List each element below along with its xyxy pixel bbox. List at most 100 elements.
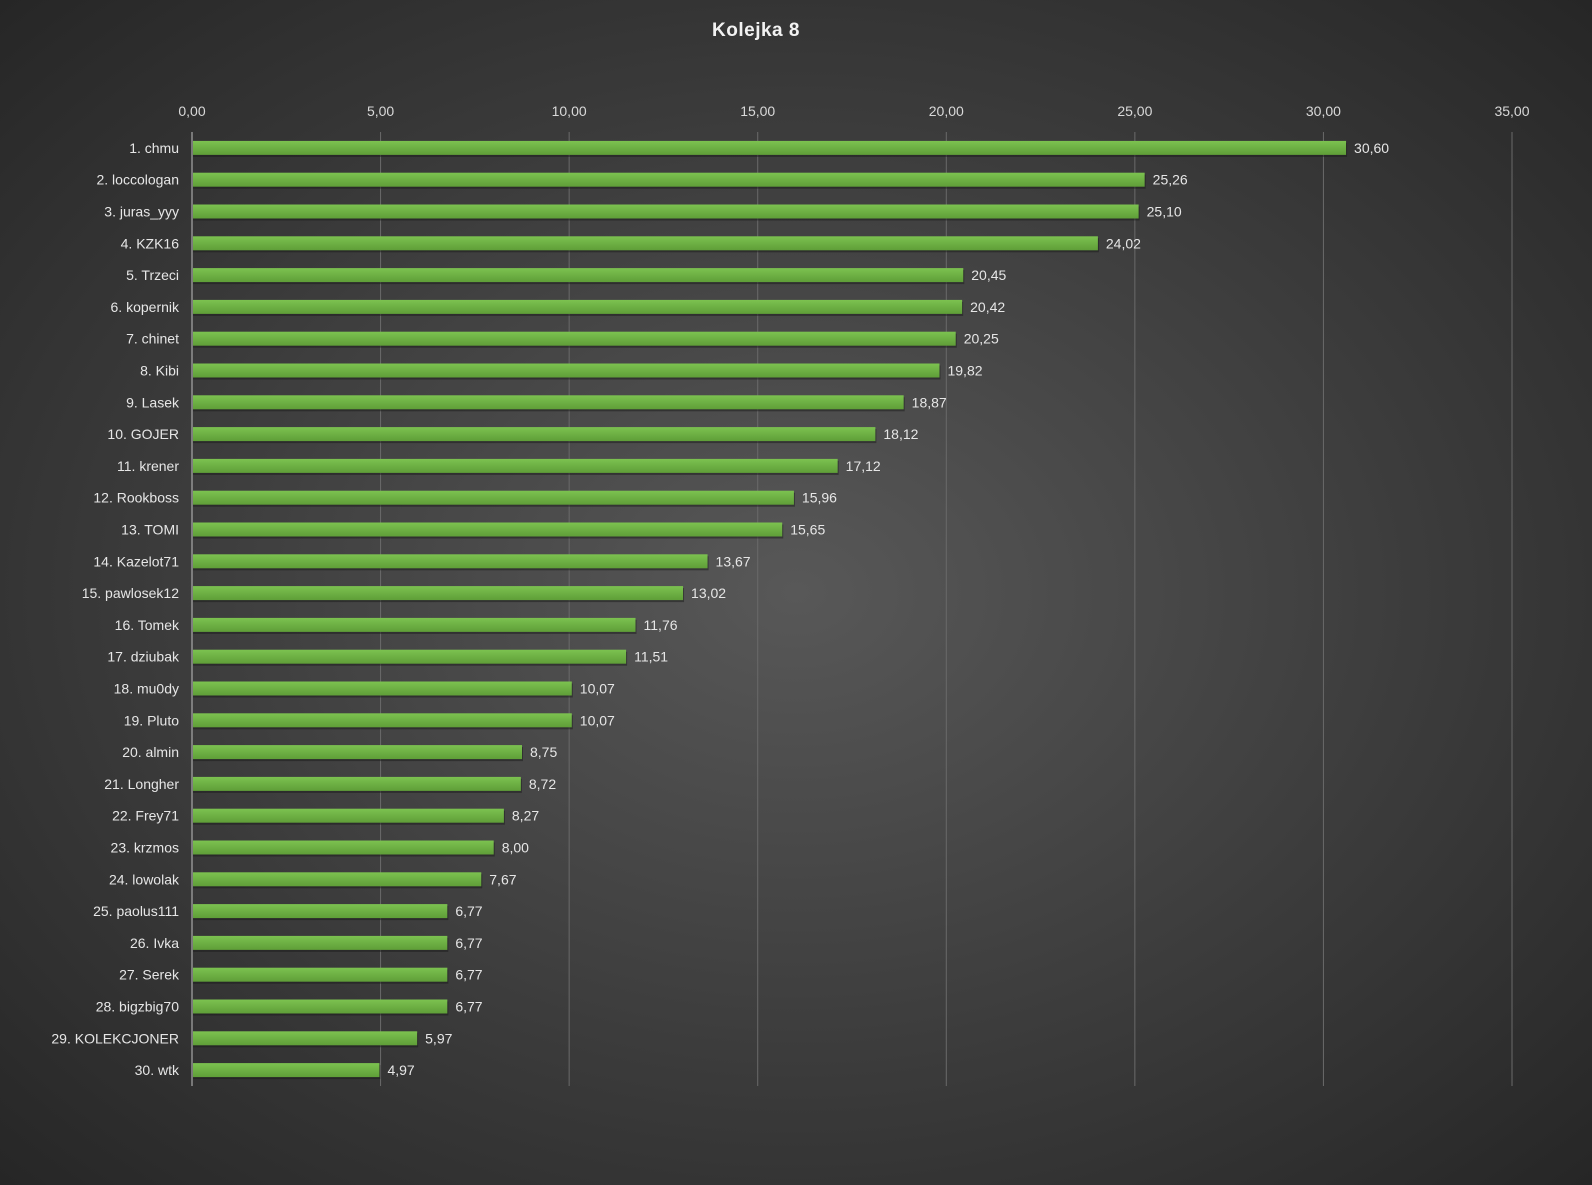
category-label: 22. Frey71 xyxy=(112,808,179,824)
bar xyxy=(193,363,940,378)
category-label: 1. chmu xyxy=(129,140,179,156)
category-label: 26. Ivka xyxy=(130,935,179,951)
bar xyxy=(193,1063,380,1078)
data-label: 20,45 xyxy=(971,267,1006,283)
category-label: 30. wtk xyxy=(135,1062,180,1078)
category-label: 19. Pluto xyxy=(124,712,179,728)
bar xyxy=(193,681,572,696)
x-tick-label: 10,00 xyxy=(552,103,587,119)
bar xyxy=(193,840,494,855)
bar xyxy=(193,872,482,887)
data-label: 8,72 xyxy=(529,776,556,792)
category-label: 12. Rookboss xyxy=(93,490,179,506)
bar xyxy=(193,745,522,760)
data-label: 30,60 xyxy=(1354,140,1389,156)
data-label: 17,12 xyxy=(846,458,881,474)
bar xyxy=(193,395,904,410)
bar xyxy=(193,967,448,982)
x-tick-label: 25,00 xyxy=(1117,103,1152,119)
bar xyxy=(193,172,1145,187)
data-label: 7,67 xyxy=(489,871,516,887)
category-label: 2. loccologan xyxy=(96,172,179,188)
category-label: 23. krzmos xyxy=(111,840,179,856)
data-label: 11,76 xyxy=(644,617,678,633)
data-label: 6,77 xyxy=(455,903,482,919)
category-label: 29. KOLEKCJONER xyxy=(51,1030,179,1046)
data-label: 10,07 xyxy=(580,681,615,697)
x-tick-label: 35,00 xyxy=(1494,103,1529,119)
x-tick-label: 20,00 xyxy=(929,103,964,119)
data-label: 18,12 xyxy=(883,426,918,442)
bar xyxy=(193,204,1139,219)
bar xyxy=(193,490,794,505)
data-label: 8,27 xyxy=(512,808,539,824)
data-label: 6,77 xyxy=(455,967,482,983)
data-label: 4,97 xyxy=(387,1062,414,1078)
bar xyxy=(193,331,956,346)
data-label: 13,02 xyxy=(691,585,726,601)
data-label: 20,42 xyxy=(970,299,1005,315)
category-label: 21. Longher xyxy=(104,776,179,792)
category-label: 4. KZK16 xyxy=(121,235,180,251)
category-label: 18. mu0dy xyxy=(114,681,179,697)
chart-title: Kolejka 8 xyxy=(712,20,800,41)
bar xyxy=(193,904,448,919)
data-label: 6,77 xyxy=(455,999,482,1015)
category-label: 13. TOMI xyxy=(121,522,179,538)
data-label: 15,96 xyxy=(802,490,837,506)
data-label: 13,67 xyxy=(716,553,751,569)
category-label: 10. GOJER xyxy=(107,426,179,442)
category-label: 5. Trzeci xyxy=(126,267,179,283)
data-label: 25,26 xyxy=(1153,172,1188,188)
bar xyxy=(193,458,838,473)
data-label: 18,87 xyxy=(912,394,947,410)
bar xyxy=(193,586,684,601)
category-label: 8. Kibi xyxy=(140,363,179,379)
category-label: 17. dziubak xyxy=(107,649,180,665)
x-tick-label: 15,00 xyxy=(740,103,775,119)
bar xyxy=(193,299,963,314)
category-label: 7. chinet xyxy=(126,331,179,347)
bar xyxy=(193,1031,418,1046)
bar xyxy=(193,935,448,950)
bar xyxy=(193,140,1347,155)
category-label: 20. almin xyxy=(122,744,179,760)
bar xyxy=(193,999,448,1014)
category-label: 11. krener xyxy=(117,458,179,474)
x-tick-label: 30,00 xyxy=(1306,103,1341,119)
data-label: 19,82 xyxy=(947,363,982,379)
bar xyxy=(193,268,964,283)
category-label: 14. Kazelot71 xyxy=(93,553,179,569)
bar xyxy=(193,713,572,728)
data-label: 24,02 xyxy=(1106,235,1141,251)
bar xyxy=(193,649,627,664)
bar xyxy=(193,427,876,442)
category-label: 27. Serek xyxy=(119,967,180,983)
bar xyxy=(193,808,504,823)
category-label: 15. pawlosek12 xyxy=(82,585,180,601)
category-label: 3. juras_yyy xyxy=(104,204,179,220)
x-tick-label: 5,00 xyxy=(367,103,394,119)
bar xyxy=(193,522,783,537)
category-label: 9. Lasek xyxy=(126,394,180,410)
data-label: 8,00 xyxy=(502,840,529,856)
data-label: 6,77 xyxy=(455,935,482,951)
x-tick-label: 0,00 xyxy=(178,103,205,119)
data-label: 15,65 xyxy=(790,522,825,538)
bar xyxy=(193,776,521,791)
data-label: 5,97 xyxy=(425,1030,452,1046)
category-label: 16. Tomek xyxy=(115,617,180,633)
data-label: 8,75 xyxy=(530,744,557,760)
category-label: 28. bigzbig70 xyxy=(96,999,180,1015)
category-label: 24. lowolak xyxy=(109,871,180,887)
bar xyxy=(193,236,1098,251)
data-label: 25,10 xyxy=(1147,204,1182,220)
data-label: 20,25 xyxy=(964,331,999,347)
bar xyxy=(193,554,708,569)
category-label: 25. paolus111 xyxy=(93,903,179,919)
category-label: 6. kopernik xyxy=(111,299,180,315)
bar xyxy=(193,617,636,632)
data-label: 10,07 xyxy=(580,712,615,728)
data-label: 11,51 xyxy=(634,649,668,665)
